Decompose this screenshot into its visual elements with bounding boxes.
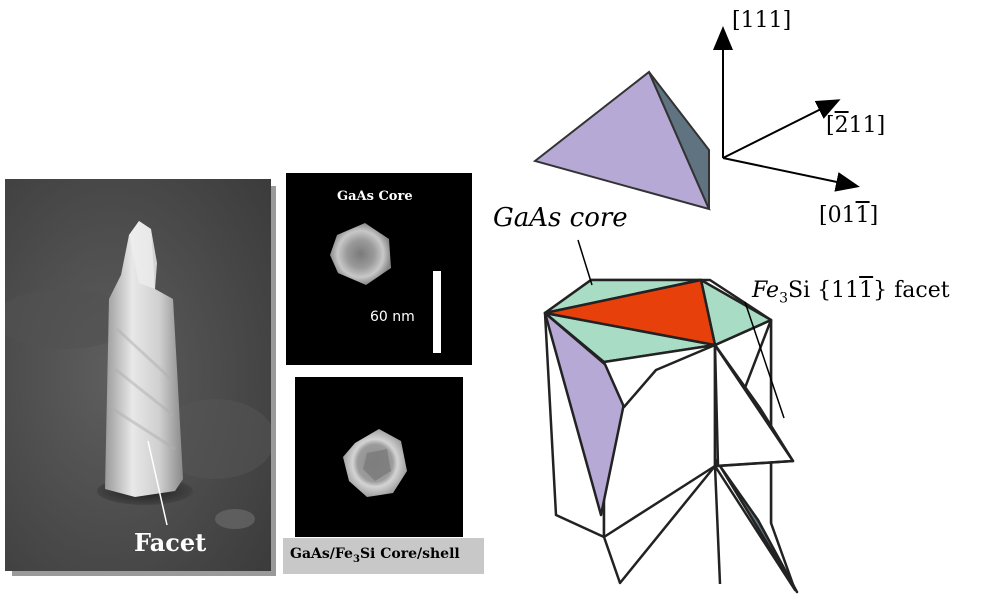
core-shell-hexagon-picture xyxy=(343,429,407,497)
side-facet-slate-lower xyxy=(718,464,799,594)
caption-prefix: GaAs/Fe xyxy=(290,546,353,562)
facet-pointer-line xyxy=(147,440,168,526)
sem-nanowire-picture xyxy=(5,179,271,571)
core-shell-prism xyxy=(543,278,799,594)
core-top-orange-triangle xyxy=(543,278,717,347)
axis-211-label: [211] xyxy=(826,113,886,138)
caption-suffix: Si Core/shell xyxy=(359,546,460,562)
side-facet-slate-upper xyxy=(713,343,795,463)
axis-011-arrow xyxy=(722,157,860,192)
facet-braces: {11 xyxy=(817,278,860,303)
facet-label-pointer xyxy=(744,301,785,419)
fe-label: Fe xyxy=(752,278,780,303)
caption-subscript: 3 xyxy=(352,553,360,565)
axis-111-label: [111] xyxy=(732,8,792,33)
facet-label: Facet xyxy=(134,528,207,557)
crystal-diagram xyxy=(532,26,860,594)
axis-211-rest: 11] xyxy=(848,113,886,138)
tetrahedron-side-face xyxy=(648,71,710,210)
axis-211-arrow xyxy=(722,99,841,159)
core-shell-caption: GaAs/Fe3Si Core/shell xyxy=(290,546,460,565)
core-hexagon-picture xyxy=(330,223,441,353)
facet-close: } facet xyxy=(873,278,950,303)
side-facet-lavender xyxy=(543,311,630,517)
core-shell-caption-box: GaAs/Fe3Si Core/shell xyxy=(283,538,484,574)
core-label-pointer xyxy=(577,239,593,286)
core-cross-section-image: GaAs Core 60 nm xyxy=(286,173,472,365)
scale-bar-label: 60 nm xyxy=(370,309,415,325)
si-label: Si xyxy=(788,278,811,303)
gaas-core-label: GaAs core xyxy=(493,203,628,233)
fe-subscript: 3 xyxy=(779,290,789,307)
axis-011-label: [011] xyxy=(819,203,879,228)
core-panel-title: GaAs Core xyxy=(337,189,413,204)
fe3si-facet-label: Fe3Si {111} facet xyxy=(752,278,950,306)
facet-bar: 1 xyxy=(859,278,874,303)
axis-211-bar: 2 xyxy=(834,113,849,138)
sem-image xyxy=(5,179,271,571)
scale-bar xyxy=(433,271,441,353)
core-shell-cross-section-image xyxy=(295,377,463,537)
axis-011-bar: 1 xyxy=(855,203,870,228)
